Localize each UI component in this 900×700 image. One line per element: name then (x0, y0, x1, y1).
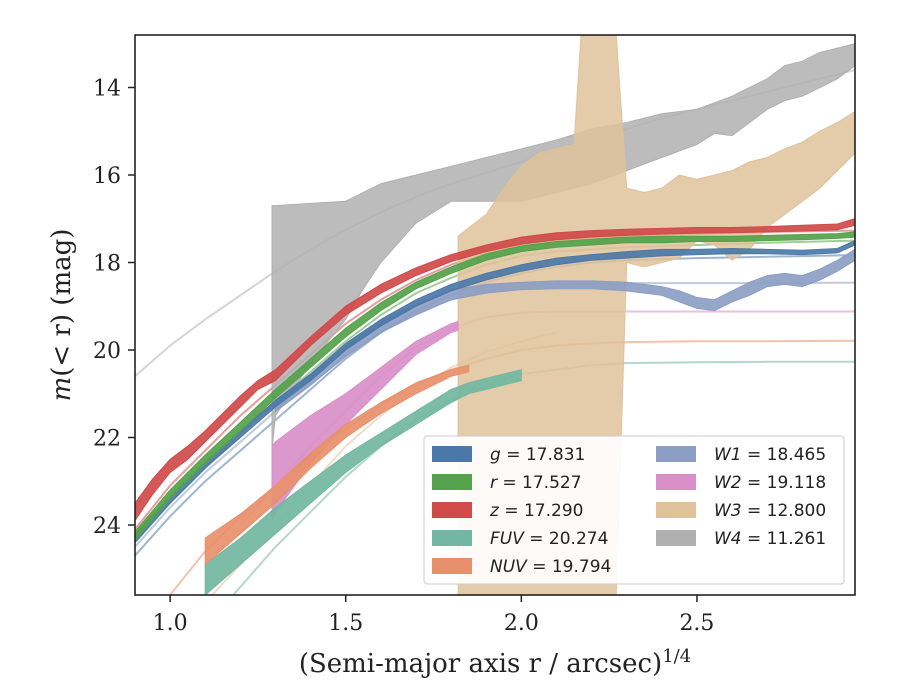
band-r (135, 231, 855, 542)
x-tick-label: 2.5 (679, 611, 714, 636)
legend-swatch-w2 (656, 474, 696, 490)
band-nuv (204, 364, 470, 566)
legend-swatch-fuv (432, 530, 472, 546)
plot-frame (134, 34, 856, 596)
legend-label-fuv: FUV = 20.274 (490, 529, 608, 549)
legend-label-w3: W3 = 12.800 (714, 501, 826, 521)
x-tick-label: 1.0 (153, 611, 188, 636)
legend-swatch-w4 (656, 530, 696, 546)
legend-swatch-z (432, 502, 472, 518)
legend-swatch-nuv (432, 558, 472, 574)
legend-label-g: g = 17.831 (490, 445, 585, 465)
axis-ticks: 1.0 1.5 2.0 2.5 14 16 18 20 22 24 (93, 77, 714, 637)
legend: g = 17.831 r = 17.527 z = 17.290 FUV = 20.2… (423, 435, 845, 585)
x-axis-label-exponent: 1/4 (662, 646, 691, 667)
band-fuv (204, 369, 522, 595)
y-tick-label: 22 (93, 427, 121, 452)
y-tick-label: 24 (93, 514, 121, 539)
x-tick-label: 2.0 (504, 611, 539, 636)
legend-swatch-w1 (656, 446, 696, 462)
y-axis-label: m(< r) (mag) (47, 229, 77, 402)
legend-swatch-g (432, 446, 472, 462)
legend-swatch-w3 (656, 502, 696, 518)
x-tick-label: 1.5 (328, 611, 363, 636)
band-w4 (271, 43, 855, 451)
legend-label-nuv: NUV = 19.794 (490, 557, 611, 577)
x-axis-label: (Semi-major axis r / arcsec)1/4 (299, 646, 691, 680)
legend-label-w2: W2 = 19.118 (714, 473, 826, 493)
y-tick-label: 20 (93, 339, 121, 364)
legend-box (423, 435, 845, 585)
legend-label-w1: W1 = 18.465 (714, 445, 826, 465)
legend-label-w4: W4 = 11.261 (714, 529, 826, 549)
legend-label-z: z = 17.290 (489, 501, 583, 521)
y-tick-label: 16 (93, 164, 121, 189)
band-w1 (275, 248, 855, 413)
y-tick-label: 14 (93, 77, 121, 102)
band-g (135, 240, 855, 544)
legend-swatch-r (432, 474, 472, 490)
band-z (135, 218, 855, 522)
legend-label-r: r = 17.527 (490, 473, 582, 493)
y-tick-label: 18 (93, 252, 121, 277)
